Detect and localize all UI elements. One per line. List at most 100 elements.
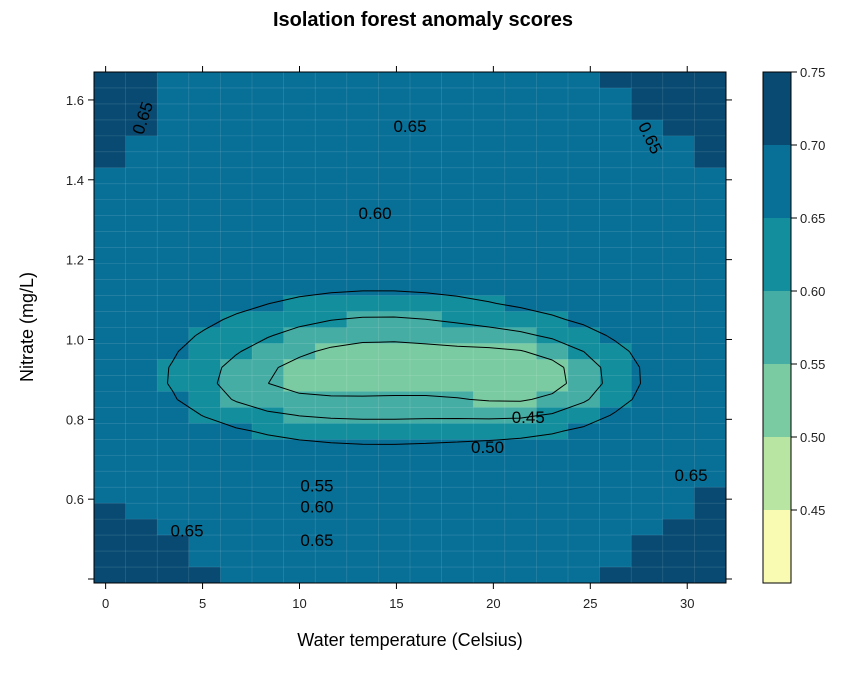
heatmap-cell: [94, 215, 127, 233]
heatmap-cell: [315, 567, 348, 584]
heatmap-cell: [473, 295, 506, 313]
heatmap-cell: [536, 263, 569, 281]
heatmap-cell: [125, 295, 158, 313]
heatmap-cell: [599, 311, 632, 328]
heatmap-cell: [220, 439, 253, 456]
heatmap-cell: [536, 551, 569, 568]
y-tick-label: 0.6: [66, 492, 84, 507]
heatmap-cell: [441, 343, 474, 360]
heatmap-cell: [694, 343, 727, 360]
heatmap-cell: [504, 471, 537, 488]
heatmap-cell: [473, 231, 506, 249]
heatmap-cell: [568, 279, 601, 297]
heatmap-cell: [378, 471, 411, 488]
heatmap-cell: [694, 567, 727, 584]
heatmap-cell: [568, 87, 601, 105]
heatmap-cell: [346, 215, 379, 233]
colorbar-tick-label: 0.50: [800, 430, 825, 445]
heatmap-cell: [188, 215, 221, 233]
heatmap-cell: [662, 231, 695, 249]
heatmap-cell: [252, 439, 285, 456]
heatmap-cell: [662, 439, 695, 456]
heatmap-cell: [220, 167, 253, 185]
heatmap-cell: [125, 231, 158, 249]
heatmap-cell: [378, 375, 411, 392]
heatmap-cell: [504, 215, 537, 233]
contour-label: 0.65: [300, 531, 333, 550]
heatmap-cell: [283, 551, 316, 568]
heatmap-cell: [94, 327, 127, 344]
heatmap-cell: [568, 551, 601, 568]
heatmap-cell: [536, 279, 569, 297]
x-tick-label: 30: [680, 596, 694, 611]
heatmap-cell: [315, 135, 348, 153]
heatmap-cell: [125, 519, 158, 536]
heatmap-cell: [568, 103, 601, 121]
heatmap-cell: [378, 167, 411, 185]
heatmap-cell: [157, 375, 190, 392]
heatmap-cell: [315, 471, 348, 488]
heatmap-cell: [568, 503, 601, 520]
heatmap-cell: [378, 103, 411, 121]
colorbar-tick-label: 0.55: [800, 357, 825, 372]
heatmap-cell: [378, 503, 411, 520]
heatmap-cell: [283, 183, 316, 201]
heatmap-cell: [473, 247, 506, 265]
heatmap-cell: [441, 567, 474, 584]
heatmap-cell: [441, 295, 474, 313]
heatmap-cell: [694, 279, 727, 297]
heatmap-cell: [631, 103, 664, 121]
heatmap-cell: [473, 423, 506, 440]
heatmap-cell: [599, 151, 632, 169]
heatmap-cell: [599, 231, 632, 249]
heatmap-cell: [346, 407, 379, 424]
heatmap-cell: [220, 311, 253, 328]
heatmap-cell: [631, 72, 664, 89]
heatmap-cell: [378, 135, 411, 153]
heatmap-cell: [346, 231, 379, 249]
heatmap-cell: [694, 247, 727, 265]
heatmap-cell: [410, 167, 443, 185]
heatmap-cell: [504, 519, 537, 536]
heatmap-cell: [441, 439, 474, 456]
heatmap-cell: [441, 263, 474, 281]
heatmap-cell: [599, 183, 632, 201]
heatmap-cell: [125, 87, 158, 105]
contour-label: 0.55: [300, 477, 333, 496]
heatmap-cell: [473, 215, 506, 233]
heatmap-cell: [631, 279, 664, 297]
heatmap-cells: [94, 72, 727, 584]
heatmap-cell: [410, 215, 443, 233]
colorbar-tick-label: 0.60: [800, 284, 825, 299]
heatmap-cell: [536, 487, 569, 504]
heatmap-cell: [157, 359, 190, 376]
heatmap-cell: [378, 199, 411, 217]
heatmap-cell: [220, 247, 253, 265]
heatmap-cell: [473, 87, 506, 105]
heatmap-cell: [631, 263, 664, 281]
heatmap-cell: [188, 151, 221, 169]
heatmap-cell: [410, 151, 443, 169]
heatmap-cell: [568, 407, 601, 424]
heatmap-cell: [125, 167, 158, 185]
heatmap-cell: [94, 183, 127, 201]
heatmap-cell: [694, 215, 727, 233]
colorbar-tick-label: 0.45: [800, 503, 825, 518]
heatmap-cell: [473, 439, 506, 456]
heatmap-cell: [125, 423, 158, 440]
heatmap-cell: [157, 279, 190, 297]
x-tick-label: 15: [389, 596, 403, 611]
heatmap-cell: [94, 503, 127, 520]
heatmap-cell: [378, 263, 411, 281]
heatmap-cell: [188, 487, 221, 504]
heatmap-cell: [631, 295, 664, 313]
heatmap-cell: [346, 439, 379, 456]
heatmap-cell: [694, 535, 727, 552]
heatmap-cell: [410, 343, 443, 360]
heatmap-cell: [504, 295, 537, 313]
heatmap-cell: [504, 455, 537, 472]
heatmap-cell: [346, 311, 379, 328]
heatmap-cell: [252, 72, 285, 89]
heatmap-cell: [662, 391, 695, 408]
